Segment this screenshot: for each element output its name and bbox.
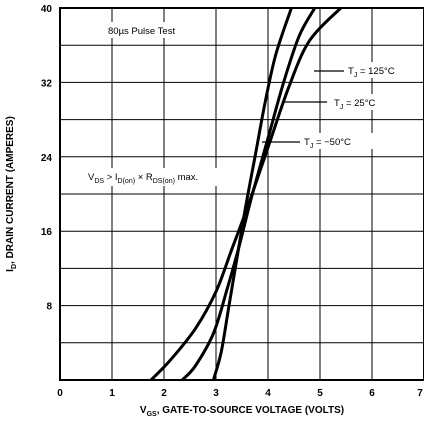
x-tick-label: 0 xyxy=(57,388,63,399)
series-label-25: TJ = 25°C xyxy=(283,94,397,111)
y-tick-label: 16 xyxy=(41,227,53,238)
y-tick-label: 24 xyxy=(41,153,53,164)
plot-frame xyxy=(59,7,424,381)
x-tick-label: 7 xyxy=(417,388,423,399)
y-tick-label: 32 xyxy=(41,78,53,89)
y-tick-labels: 8 16 24 32 40 xyxy=(41,4,53,313)
series-curve-2 xyxy=(211,8,293,380)
x-tick-label: 6 xyxy=(369,388,375,399)
x-tick-label: 5 xyxy=(317,388,323,399)
x-tick-label: 4 xyxy=(265,388,271,399)
svg-text:TJ = 25°C: TJ = 25°C xyxy=(334,98,376,111)
y-axis-title: ID, DRAIN CURRENT (AMPERES) xyxy=(5,116,18,272)
x-tick-label: 2 xyxy=(161,388,167,399)
series-curve-1 xyxy=(180,8,317,380)
x-axis-title: VGS, GATE-TO-SOURCE VOLTAGE (VOLTS) xyxy=(140,405,344,418)
x-tick-labels: 0 1 2 3 4 5 6 7 xyxy=(57,388,423,399)
pulse-test-annotation: 80µs Pulse Test xyxy=(108,26,175,37)
series-label-minus50: TJ = −50°C xyxy=(262,133,380,150)
series-label-125: TJ = 125°C xyxy=(314,62,420,79)
y-tick-label: 40 xyxy=(41,4,53,15)
x-tick-label: 3 xyxy=(213,388,219,399)
y-tick-label: 8 xyxy=(46,302,52,313)
series-curve-0 xyxy=(149,8,343,380)
condition-annotation: VDS > ID(on) × RDS(on) max. xyxy=(88,172,198,185)
svg-text:TJ = 125°C: TJ = 125°C xyxy=(348,66,395,79)
curves xyxy=(149,8,343,380)
x-tick-label: 1 xyxy=(109,388,115,399)
svg-text:TJ = −50°C: TJ = −50°C xyxy=(304,137,351,150)
